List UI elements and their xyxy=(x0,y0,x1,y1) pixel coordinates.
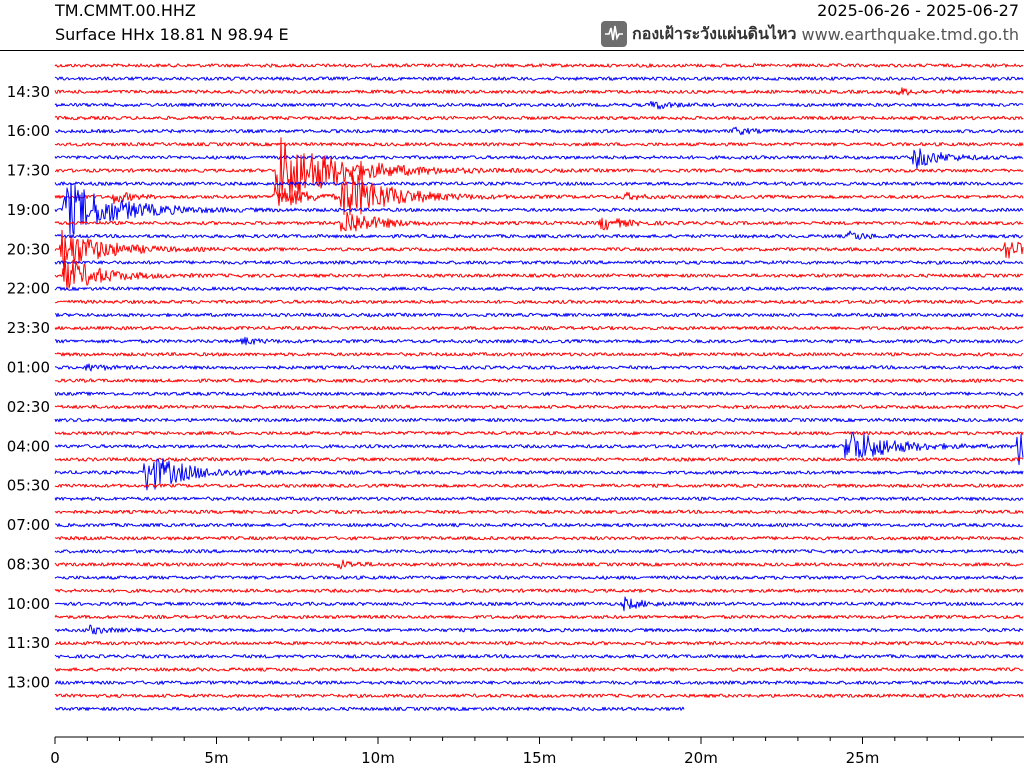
trace-row-0 xyxy=(54,63,1024,68)
trace-row-3 xyxy=(54,100,1024,110)
trace-row-23 xyxy=(54,363,1024,372)
y-tick-label: 08:30 xyxy=(7,555,50,573)
trace-row-48 xyxy=(54,693,1024,698)
y-tick-label: 04:00 xyxy=(7,437,50,455)
trace-row-29 xyxy=(54,432,1024,466)
y-tick-label: 19:00 xyxy=(7,201,50,219)
trace-row-2 xyxy=(54,87,1024,96)
y-tick-label: 05:30 xyxy=(7,477,50,495)
trace-row-24 xyxy=(54,378,1024,383)
y-tick-label: 11:30 xyxy=(7,634,50,652)
trace-row-9 xyxy=(54,181,1024,186)
trace-row-7 xyxy=(54,148,1024,169)
y-tick-label: 10:00 xyxy=(7,595,50,613)
trace-row-19 xyxy=(54,312,1024,318)
y-tick-label: 07:00 xyxy=(7,516,50,534)
x-tick-label: 15m xyxy=(523,749,557,767)
trace-row-6 xyxy=(54,142,1024,147)
trace-row-25 xyxy=(54,391,1024,396)
trace-row-18 xyxy=(54,299,1024,304)
y-axis: 14:30 16:00 17:30 19:00 20:30 22:00 23:30 01:00… xyxy=(7,83,50,692)
trace-row-43 xyxy=(54,624,1024,635)
x-tick-label: 20m xyxy=(684,749,718,767)
date-range: 2025-06-26 - 2025-06-27 xyxy=(817,1,1019,20)
trace-row-39 xyxy=(54,575,1024,580)
trace-row-33 xyxy=(54,496,1024,501)
trace-row-5 xyxy=(54,126,1024,136)
x-tick-label: 5m xyxy=(204,749,228,767)
trace-row-42 xyxy=(54,614,1024,620)
trace-row-17 xyxy=(54,286,1024,291)
y-tick-label: 02:30 xyxy=(7,398,50,416)
station-location: Surface HHx 18.81 N 98.94 E xyxy=(55,25,289,44)
trace-row-32 xyxy=(54,483,1024,488)
trace-row-14 xyxy=(54,229,1024,272)
y-tick-label: 22:00 xyxy=(7,280,50,298)
trace-row-34 xyxy=(54,509,1024,515)
y-tick-label: 13:00 xyxy=(7,674,50,692)
trace-row-40 xyxy=(54,588,1024,593)
y-tick-label: 23:30 xyxy=(7,319,50,337)
trace-row-44 xyxy=(54,641,1024,646)
trace-row-38 xyxy=(54,559,1024,570)
trace-row-13 xyxy=(54,230,1024,240)
trace-row-36 xyxy=(54,536,1024,541)
trace-row-10 xyxy=(54,174,1024,216)
agency-name: กองเฝ้าระวังแผ่นดินไหว xyxy=(632,23,797,43)
trace-row-15 xyxy=(54,260,1024,265)
y-tick-label: 14:30 xyxy=(7,83,50,101)
agency-url[interactable]: www.earthquake.tmd.go.th xyxy=(801,24,1019,44)
trace-row-31 xyxy=(54,458,1024,491)
seismograph-logo-icon xyxy=(601,21,628,47)
x-tick-label: 10m xyxy=(361,749,395,767)
trace-row-4 xyxy=(54,115,1024,121)
trace-row-22 xyxy=(54,352,1024,357)
trace-row-26 xyxy=(54,404,1024,410)
trace-row-41 xyxy=(54,596,1024,612)
agency-branding: กองเฝ้าระวังแผ่นดินไหว www.earthquake.tm… xyxy=(601,20,1019,48)
trace-row-16 xyxy=(54,255,1024,290)
trace-row-27 xyxy=(54,417,1024,423)
y-tick-label: 16:00 xyxy=(7,122,50,140)
trace-row-37 xyxy=(54,549,1024,554)
trace-group xyxy=(54,63,1024,712)
station-code: TM.CMMT.00.HHZ xyxy=(55,1,196,20)
x-tick-label: 25m xyxy=(846,749,880,767)
x-tick-label: 0 xyxy=(50,749,60,767)
trace-row-49 xyxy=(54,706,685,712)
header-divider xyxy=(0,50,1024,51)
x-axis: 0 5m 10m 15m 20m 25m xyxy=(50,736,1024,767)
y-tick-label: 01:00 xyxy=(7,358,50,376)
y-tick-label: 20:30 xyxy=(7,240,50,258)
trace-row-1 xyxy=(54,76,1024,81)
trace-row-35 xyxy=(54,522,1024,528)
trace-row-8 xyxy=(54,137,1024,199)
trace-row-47 xyxy=(54,680,1024,685)
trace-row-11 xyxy=(54,182,1024,235)
trace-row-20 xyxy=(54,325,1024,331)
trace-row-30 xyxy=(54,457,1024,462)
trace-row-46 xyxy=(54,667,1024,672)
trace-row-21 xyxy=(54,336,1023,346)
trace-row-45 xyxy=(54,654,1024,659)
trace-row-28 xyxy=(54,430,1024,436)
y-tick-label: 17:30 xyxy=(7,162,50,180)
trace-row-12 xyxy=(54,211,1023,232)
